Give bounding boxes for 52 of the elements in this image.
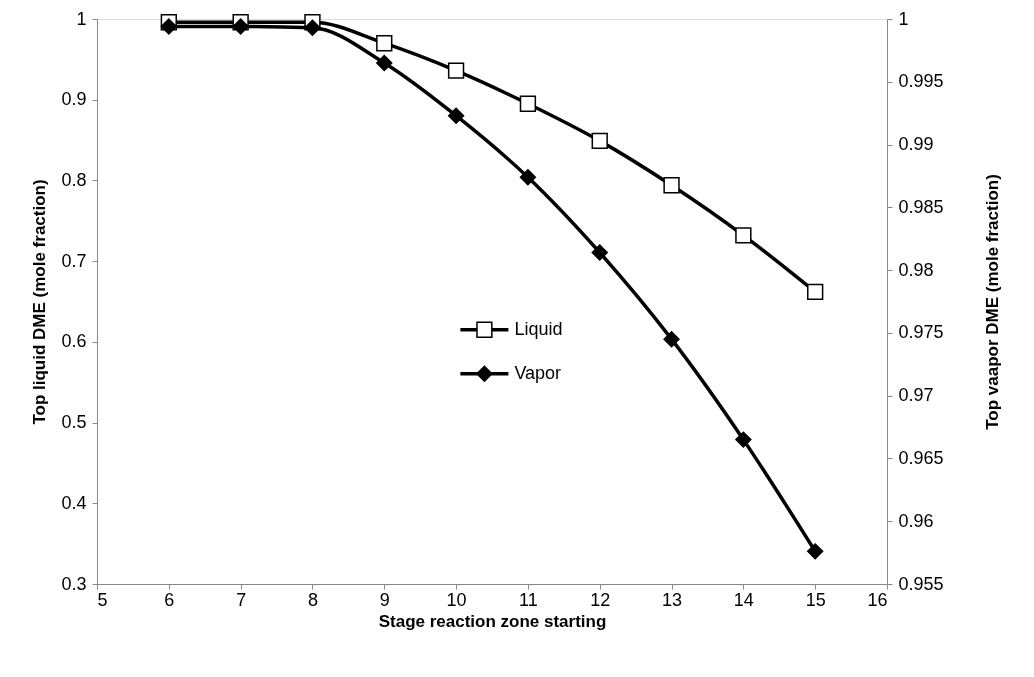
y-tick-label: 0.9 <box>61 89 87 110</box>
y-tick-label: 0.5 <box>61 412 87 433</box>
point <box>447 107 465 124</box>
x-tick-label: 9 <box>379 589 390 610</box>
y2-tick-label: 0.995 <box>898 71 944 92</box>
x-tick-label: 11 <box>519 589 538 610</box>
y-tick-label: 0.6 <box>61 331 87 352</box>
x-tick-label: 8 <box>307 589 318 610</box>
y2-tick-label: 0.975 <box>898 322 944 343</box>
y-axis-title: Top liquid DME (mole fraction) <box>30 179 50 425</box>
legend-label: Vapor <box>514 362 562 383</box>
point <box>807 283 824 300</box>
x-tick-label: 7 <box>236 589 247 610</box>
y-tick-label: 0.4 <box>61 492 87 513</box>
point <box>376 54 393 72</box>
point <box>232 18 249 35</box>
y2-tick-label: 0.97 <box>898 385 934 406</box>
point <box>160 18 177 35</box>
point <box>304 19 321 36</box>
point <box>519 95 537 112</box>
y2-tick-label: 0.99 <box>898 134 934 155</box>
y2-tick-label: 0.985 <box>898 196 944 217</box>
y2-tick-label: 1 <box>898 8 909 29</box>
x-tick-label: 13 <box>662 589 683 610</box>
x-tick-label: 16 <box>867 589 888 610</box>
point <box>519 169 537 186</box>
y-tick-label: 0.8 <box>61 169 87 190</box>
point <box>591 244 608 261</box>
legend-label: Liquid <box>514 318 563 339</box>
point <box>447 62 465 79</box>
x-tick-label: 14 <box>733 589 754 610</box>
point <box>663 331 680 348</box>
point <box>735 227 752 244</box>
x-tick-label: 10 <box>446 589 467 610</box>
y2-tick-label: 0.955 <box>898 573 944 594</box>
y-tick-label: 0.7 <box>61 250 87 271</box>
y-tick-label: 1 <box>76 8 87 29</box>
y2-tick-label: 0.98 <box>898 259 934 280</box>
x-tick-label: 15 <box>805 589 826 610</box>
x-tick-label: 6 <box>164 589 175 610</box>
point <box>591 132 608 150</box>
point <box>735 431 752 448</box>
point <box>376 35 393 52</box>
y2-axis-title: Top vaapor DME (mole fraction) <box>982 174 1002 430</box>
point <box>807 543 824 560</box>
x-tick-label: 5 <box>97 589 108 610</box>
y2-tick-label: 0.96 <box>898 510 934 531</box>
x-tick-label: 12 <box>590 589 611 610</box>
point <box>663 177 680 194</box>
x-axis-title: Stage reaction zone starting <box>378 611 607 631</box>
y2-tick-label: 0.965 <box>898 447 944 468</box>
y-tick-label: 0.3 <box>61 573 87 594</box>
